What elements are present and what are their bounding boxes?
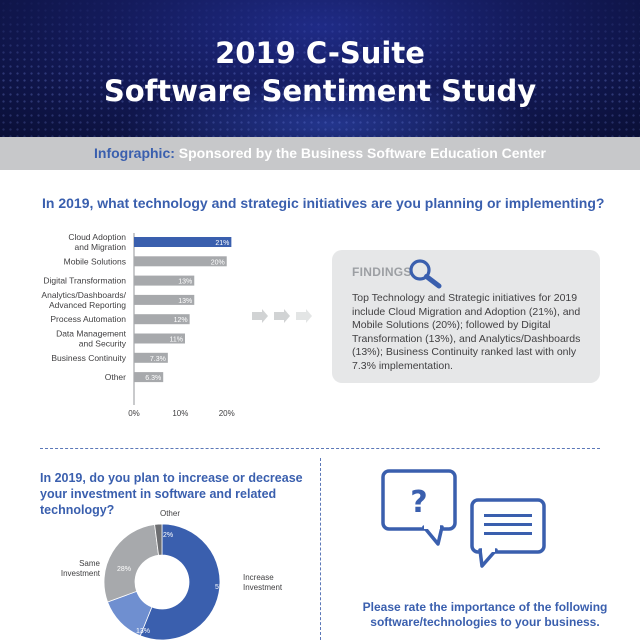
header-glow	[120, 80, 540, 137]
findings-title: FINDINGS	[352, 265, 412, 279]
donut-value-label: 28%	[117, 566, 131, 573]
bar-value-label: 7.3%	[150, 356, 166, 363]
text-speech-bubble-icon	[470, 498, 546, 568]
bar-category-label: Analytics/Dashboards/Advanced Reporting	[41, 290, 126, 310]
bar	[134, 333, 185, 344]
x-tick-label: 0%	[128, 409, 140, 418]
bar-category-label: Other	[105, 372, 126, 382]
header-banner: 2019 C-Suite Software Sentiment Study	[0, 0, 640, 137]
banner-prefix: Infographic:	[94, 145, 175, 161]
speech-bubbles-icon: ?	[381, 469, 546, 568]
bar-value-label: 11%	[170, 337, 184, 344]
bar-value-label: 12%	[174, 317, 188, 324]
magnifier-icon	[409, 259, 442, 289]
x-tick-label: 10%	[172, 409, 188, 418]
findings-text: Top Technology and Strategic initiatives…	[352, 292, 581, 372]
bar-category-label: Digital Transformation	[43, 276, 126, 286]
donut-value-label: 13%	[136, 628, 150, 635]
bar-value-label: 13%	[178, 279, 192, 286]
sponsor-banner: Infographic: Sponsored by the Business S…	[0, 137, 640, 170]
x-tick-label: 20%	[219, 409, 235, 418]
bar-category-label: Process Automation	[50, 314, 126, 324]
header-dot-pattern	[0, 0, 640, 137]
question-speech-bubble-icon: ?	[381, 469, 457, 546]
bar-value-label: 21%	[215, 240, 229, 247]
bar	[134, 314, 190, 325]
donut-slice	[103, 524, 159, 603]
bar	[134, 237, 232, 247]
bar	[134, 352, 168, 363]
svg-text:?: ?	[410, 485, 427, 520]
bar	[134, 294, 195, 305]
section-divider-horizontal	[40, 448, 600, 449]
initiatives-question: In 2019, what technology and strategic i…	[42, 195, 605, 211]
title-line-2: Software Sentiment Study	[103, 74, 537, 108]
investment-question: In 2019, do you plan to increase or decr…	[40, 471, 303, 517]
bar	[134, 275, 195, 286]
donut-category-label: Increase Investment	[243, 573, 283, 592]
donut-value-label: 55%	[215, 584, 229, 591]
donut-slice	[154, 523, 163, 556]
title-line-1: 2019 C-Suite	[215, 36, 425, 70]
bar	[134, 372, 164, 383]
donut-value-label: 2%	[163, 532, 173, 539]
section-divider-vertical	[320, 458, 321, 640]
donut-category-label: Other	[160, 509, 180, 518]
banner-text: Sponsored by the Business Software Educa…	[178, 145, 546, 161]
bar-category-label: Data Management and Security	[56, 329, 127, 349]
bar-category-label: Business Continuity	[51, 353, 126, 363]
bar-value-label: 13%	[178, 298, 192, 305]
bar-category-label: Cloud Adoption and Migration	[68, 232, 126, 252]
bar-category-label: Mobile Solutions	[64, 256, 126, 266]
donut-category-label: Same Investment	[61, 559, 101, 578]
bar-value-label: 20%	[211, 259, 225, 266]
bar-value-label: 6.3%	[145, 375, 161, 382]
importance-question: Please rate the importance of the follow…	[362, 600, 608, 629]
findings-panel: FINDINGS Top Technology and Strategic in…	[332, 250, 600, 383]
bar	[134, 256, 227, 267]
